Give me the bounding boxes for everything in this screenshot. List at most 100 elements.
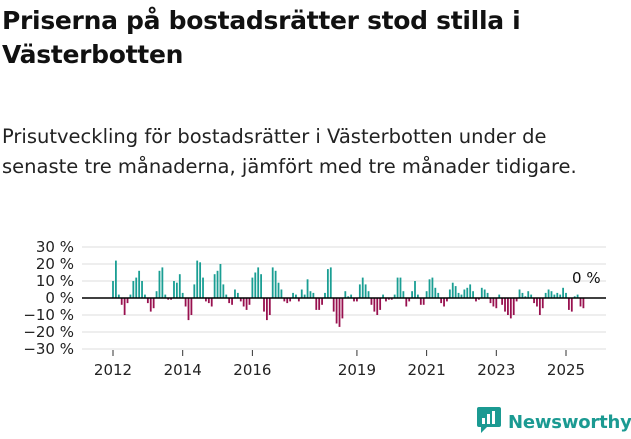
y-tick-label: 10 % (36, 272, 74, 290)
bar (170, 298, 172, 300)
bar (312, 292, 315, 298)
bar (152, 298, 155, 309)
bar (234, 289, 236, 298)
bar (379, 298, 382, 310)
bar (138, 270, 141, 298)
bar (460, 294, 463, 298)
bar (178, 274, 181, 298)
bar (326, 269, 329, 298)
y-tick-label: −30 % (23, 340, 74, 358)
bar (353, 298, 355, 302)
bar (213, 274, 216, 298)
bar (338, 298, 341, 327)
bar (126, 298, 129, 304)
bar (187, 298, 190, 321)
bar (483, 289, 486, 298)
x-tick-label: 2012 (94, 361, 132, 379)
bar (568, 298, 570, 310)
bar (385, 298, 387, 302)
brand: Newsworthy (476, 405, 631, 439)
x-tick-label: 2014 (164, 361, 202, 379)
bar (347, 296, 350, 298)
bar (266, 298, 268, 321)
bar (547, 289, 550, 298)
bar (361, 277, 364, 298)
bar (356, 298, 358, 302)
newsworthy-logo-icon (476, 405, 502, 439)
bar (242, 298, 245, 307)
bar (205, 298, 207, 302)
bar (219, 264, 222, 298)
bar (370, 298, 373, 305)
bar (207, 298, 210, 304)
y-tick-label: 20 % (36, 255, 74, 273)
bar (489, 298, 492, 304)
bar (376, 298, 379, 315)
bar (193, 284, 196, 298)
bar (565, 292, 567, 298)
bar (306, 279, 309, 298)
bar (367, 291, 370, 298)
gridlines (82, 246, 606, 350)
x-tick-label: 2016 (233, 361, 271, 379)
bar (556, 292, 559, 298)
bar (175, 282, 178, 298)
bar (527, 291, 530, 298)
bar (504, 298, 506, 312)
bar (414, 281, 416, 298)
bar (431, 277, 434, 298)
bar (393, 294, 396, 298)
bar (492, 298, 495, 307)
bar (495, 298, 498, 309)
bar (146, 298, 149, 304)
bar (387, 298, 390, 300)
bar (341, 298, 344, 319)
bar (358, 284, 361, 298)
bar (576, 294, 579, 298)
bar (245, 298, 248, 310)
bar (515, 298, 518, 302)
bar (329, 267, 332, 298)
bar (112, 281, 114, 298)
bar (538, 298, 541, 315)
bar (135, 277, 138, 298)
x-tick-label: 2023 (477, 361, 515, 379)
bar (477, 298, 480, 300)
bar (463, 289, 466, 298)
bar (443, 298, 445, 307)
bar (196, 260, 199, 298)
bar (498, 294, 501, 298)
bar (260, 274, 262, 298)
bar (149, 298, 152, 312)
bar (289, 298, 292, 302)
bar (512, 298, 515, 315)
bar (120, 298, 123, 305)
bar (274, 270, 277, 298)
bar (332, 298, 335, 312)
bar (280, 289, 283, 298)
bar (161, 267, 164, 298)
bar (283, 298, 286, 302)
bar (318, 298, 321, 310)
bar (446, 298, 448, 302)
bar (486, 292, 489, 298)
bar (550, 291, 553, 298)
annotation-label: 0 % (572, 269, 601, 287)
bar (132, 281, 135, 298)
bar (457, 292, 460, 298)
bar (518, 289, 521, 298)
bar (437, 292, 440, 298)
bar (390, 298, 393, 300)
bar (582, 298, 585, 309)
bar (228, 298, 231, 304)
bar (350, 294, 353, 298)
bars (112, 260, 585, 327)
bar (117, 294, 120, 298)
bar (364, 284, 367, 298)
bar (344, 291, 347, 298)
bar (263, 298, 265, 312)
bar (231, 298, 233, 305)
bar (184, 298, 187, 307)
bar (579, 298, 582, 307)
bar (382, 294, 384, 298)
